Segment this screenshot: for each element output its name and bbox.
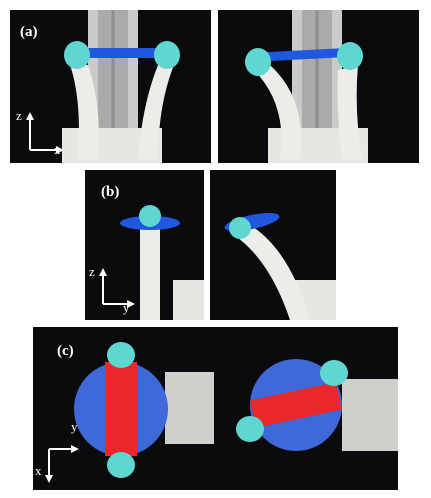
- photo-disk-top-aligned: [33, 327, 214, 490]
- axis-label-c-vertical: y: [71, 419, 78, 434]
- axis-label-b-horizontal: y: [123, 300, 130, 315]
- panel-b-right: [210, 170, 336, 320]
- axis-glyph-b: [99, 268, 135, 308]
- axis-label-a-vertical: z: [16, 108, 22, 123]
- panel-c-right: [214, 327, 398, 490]
- panel-b-left: (b) z y: [85, 170, 204, 320]
- photo-disk-top-rotated: [214, 327, 398, 490]
- panel-a-left: (a) z x: [10, 10, 211, 163]
- axis-glyph-c: [45, 445, 79, 483]
- axis-label-c-horizontal: x: [35, 463, 42, 478]
- photo-finger-side-straight: [85, 170, 204, 320]
- photo-finger-side-bent: [210, 170, 336, 320]
- panel-label-a: (a): [20, 24, 38, 40]
- panel-a-right: [218, 10, 419, 163]
- panel-label-c: (c): [57, 343, 74, 359]
- panel-label-b: (b): [101, 184, 120, 200]
- photo-gripper-front-bent: [218, 10, 419, 163]
- axis-label-b-vertical: z: [89, 264, 95, 279]
- panel-c-left: (c) y x: [33, 327, 214, 490]
- axis-glyph-a: [26, 112, 64, 154]
- photo-gripper-front-open: [10, 10, 211, 163]
- axis-label-a-horizontal: x: [54, 142, 61, 157]
